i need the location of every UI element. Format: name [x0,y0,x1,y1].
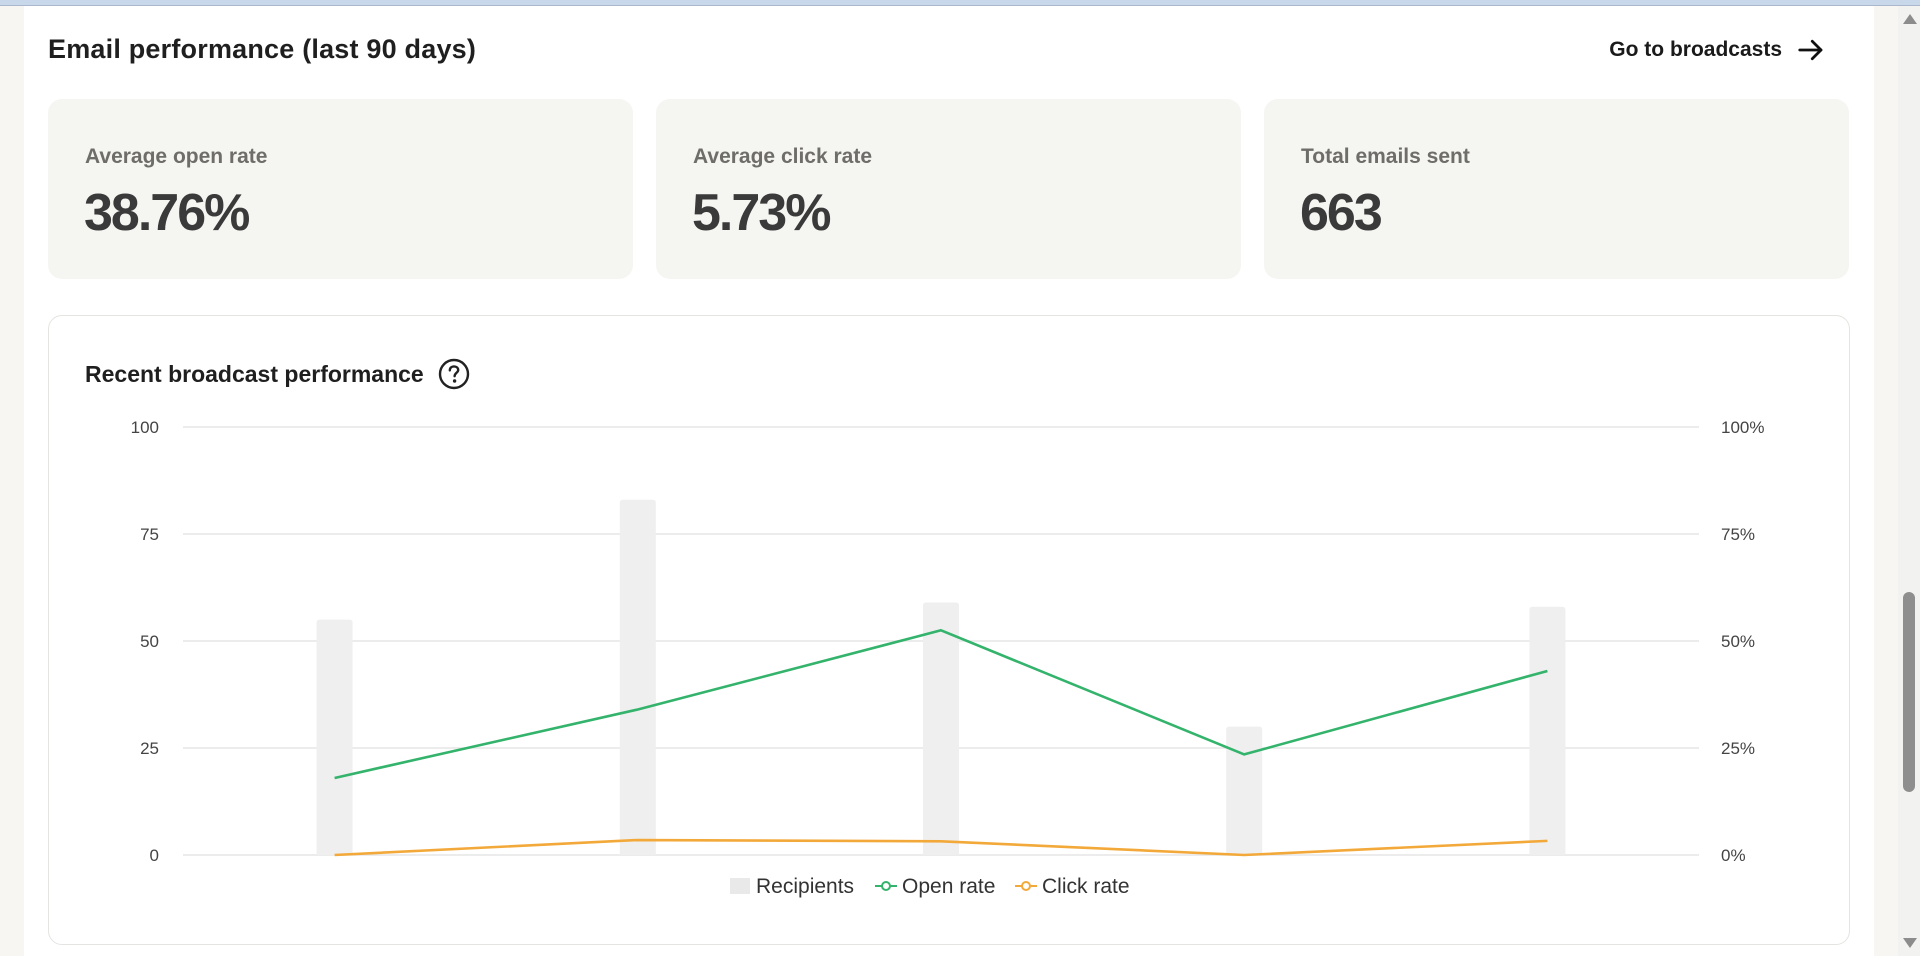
recipients-bar [923,602,959,855]
stat-value: 38.76% [84,184,250,242]
stat-label: Average click rate [693,145,873,168]
right-axis-tick-label: 50% [1721,632,1755,651]
stat-card-emails-sent: Total emails sent 663 [1264,99,1849,279]
right-axis-tick-label: 25% [1721,739,1755,758]
left-axis-tick-label: 25 [140,739,159,758]
legend-marker-click-rate [1021,881,1031,891]
vertical-scrollbar[interactable] [1898,6,1920,956]
chart-title: Recent broadcast performance [85,360,424,387]
window-top-strip [0,0,1920,6]
legend-label-click-rate: Click rate [1042,875,1130,898]
right-axis-tick-label: 75% [1721,525,1755,544]
arrow-right-icon [1798,39,1823,61]
stat-card-click-rate: Average click rate 5.73% [656,99,1241,279]
section-header: Email performance (last 90 days) Go to b… [48,28,1848,72]
left-axis-tick-label: 0 [150,846,159,865]
stat-value: 663 [1300,184,1383,242]
scroll-down-arrow-icon[interactable] [1903,938,1917,948]
left-axis-tick-label: 75 [140,525,159,544]
recipients-bar [1226,726,1263,855]
legend-marker-open-rate [881,881,891,891]
stats-row: Average open rate 38.76% Average click r… [48,99,1849,279]
recipients-bar [316,619,353,855]
left-axis-tick-label: 50 [140,632,159,651]
scrollbar-thumb[interactable] [1903,592,1915,792]
legend-label-open-rate: Open rate [902,875,995,898]
chart-legend: Recipients Open rate Click rate [730,875,1130,898]
dashboard-page: Email performance (last 90 days) Go to b… [24,6,1874,956]
recipients-bar [1529,606,1566,855]
left-axis-tick-label: 100 [131,418,159,437]
right-axis-tick-label: 100% [1721,418,1764,437]
question-circle-icon[interactable] [438,358,470,390]
right-axis-tick-label: 0% [1721,846,1746,865]
broadcast-performance-card: 0 25 50 75 100 0% 25% 50% 75% 100% Recipients Open … [48,315,1850,945]
legend-swatch-recipients [730,878,750,894]
stat-label: Total emails sent [1301,145,1470,168]
stat-card-open-rate: Average open rate 38.76% [48,99,633,279]
click-rate-line [334,838,1548,857]
open-rate-line [334,628,1548,780]
recipients-bar [619,499,656,855]
legend-label-recipients: Recipients [756,875,854,898]
go-to-broadcasts-label: Go to broadcasts [1609,38,1782,61]
chart-title-row: Recent broadcast performance [85,358,470,390]
section-title: Email performance (last 90 days) [48,34,477,64]
broadcast-performance-chart: 0 25 50 75 100 0% 25% 50% 75% 100% Recipients Open … [131,418,1765,898]
stat-label: Average open rate [85,145,268,168]
scroll-up-arrow-icon[interactable] [1903,14,1917,24]
stat-value: 5.73% [692,184,831,242]
go-to-broadcasts-link[interactable]: Go to broadcasts [1609,32,1826,68]
